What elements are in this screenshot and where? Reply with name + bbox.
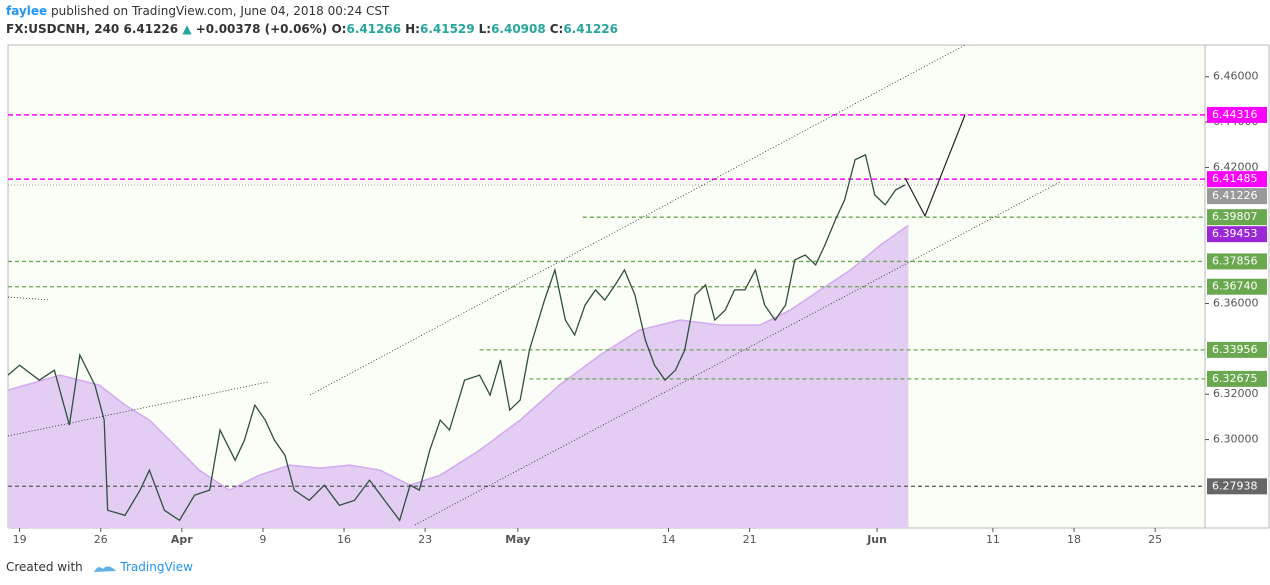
y-tick-label: 6.36000 xyxy=(1213,297,1259,310)
price-badge xyxy=(1207,278,1267,295)
ohlc-label: H: xyxy=(405,22,420,36)
price-badge-label: 6.41226 xyxy=(1212,189,1258,202)
x-tick-label: 19 xyxy=(13,533,27,546)
price-badge-label: 6.41485 xyxy=(1212,172,1258,185)
ohlc: O:6.41266 H:6.41529 L:6.40908 C:6.41226 xyxy=(331,22,622,36)
price-badge xyxy=(1207,370,1267,387)
y-tick-label: 6.30000 xyxy=(1213,433,1259,446)
price-badge-label: 6.37856 xyxy=(1212,254,1258,267)
price-badge xyxy=(1207,253,1267,270)
price-badge-label: 6.36740 xyxy=(1212,280,1258,293)
logo xyxy=(93,565,116,572)
trend-line xyxy=(7,381,269,437)
ohlc-value: 6.40908 xyxy=(491,22,546,36)
ma-area xyxy=(8,225,909,529)
ohlc-label: O: xyxy=(331,22,347,36)
drawings xyxy=(7,44,1061,526)
price-badge-label: 6.39453 xyxy=(1212,227,1258,240)
price-badge-label: 6.32675 xyxy=(1212,372,1258,385)
price-badge xyxy=(1207,478,1267,495)
price-badge xyxy=(1207,171,1267,188)
x-tick-label: 18 xyxy=(1067,533,1081,546)
price-badge xyxy=(1207,188,1267,205)
x-tick-label: May xyxy=(505,533,530,546)
price-badge xyxy=(1207,209,1267,226)
x-tick-label: Apr xyxy=(171,533,193,546)
x-tick-label: 14 xyxy=(661,533,675,546)
ohlc-label: C: xyxy=(549,22,564,36)
brand[interactable]: TradingView xyxy=(120,560,193,574)
price-badge-label: 6.27938 xyxy=(1212,479,1258,492)
footer: Created with TradingView xyxy=(6,560,193,574)
x-tick-label: Jun xyxy=(866,533,887,546)
ohlc-label: L: xyxy=(478,22,492,36)
symbol-line: FX:USDCNH, 240 6.41226 ▲ +0.00378 (+0.06… xyxy=(6,22,622,36)
price-badge xyxy=(1207,106,1267,123)
price-badge-label: 6.33956 xyxy=(1212,343,1258,356)
x-tick-label: 23 xyxy=(418,533,432,546)
price-badge-label: 6.39807 xyxy=(1212,210,1258,223)
symbol: FX:USDCNH, 240 xyxy=(6,22,120,36)
up-arrow: ▲ xyxy=(182,22,192,36)
published: published on TradingView.com, June 04, 2… xyxy=(51,4,390,18)
chart: 6.300006.320006.360006.420006.440006.460… xyxy=(7,44,1270,546)
last-price: 6.41226 xyxy=(123,22,179,36)
y-tick-label: 6.42000 xyxy=(1213,160,1259,173)
ohlc-value: 6.41226 xyxy=(563,22,618,36)
projection xyxy=(904,114,966,218)
publish-line: faylee published on TradingView.com, Jun… xyxy=(6,4,389,18)
channel-upper xyxy=(309,44,966,396)
price-line xyxy=(7,153,906,522)
x-tick-label: 26 xyxy=(94,533,108,546)
trend-line xyxy=(7,296,51,301)
x-tick-label: 21 xyxy=(743,533,757,546)
ohlc-value: 6.41529 xyxy=(419,22,475,36)
ohlc-value: 6.41266 xyxy=(346,22,402,36)
author[interactable]: faylee xyxy=(6,4,48,18)
x-tick-label: 16 xyxy=(337,533,351,546)
created-with: Created with xyxy=(6,560,83,574)
price-badge-label: 6.44316 xyxy=(1212,108,1258,121)
y-tick-label: 6.46000 xyxy=(1213,70,1259,83)
price-badge xyxy=(1207,341,1267,358)
ma-line xyxy=(7,224,909,491)
x-tick-label: 9 xyxy=(259,533,266,546)
y-tick-label: 6.32000 xyxy=(1213,387,1259,400)
x-tick-label: 25 xyxy=(1148,533,1162,546)
x-tick-label: 11 xyxy=(986,533,1000,546)
change: +0.00378 (+0.06%) xyxy=(195,22,328,36)
price-badge xyxy=(1207,226,1267,243)
